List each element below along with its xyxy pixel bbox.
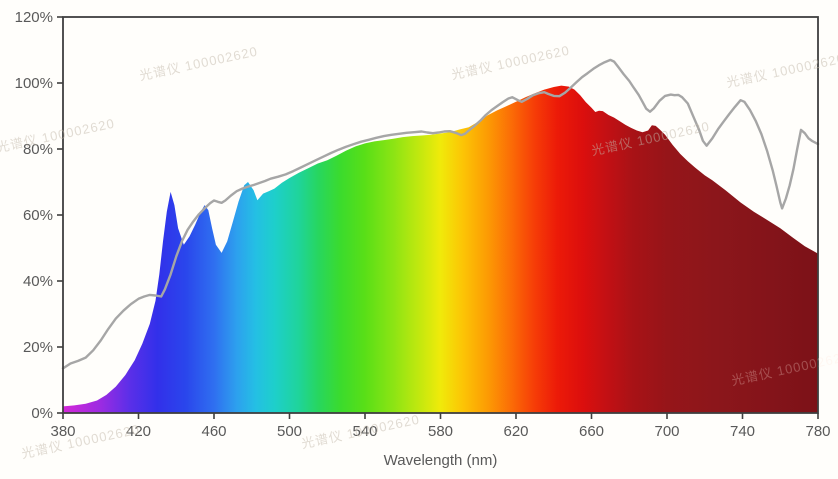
x-axis-tick-label: 460 [201,423,226,440]
y-axis-tick-label: 60% [23,207,53,224]
x-axis-tick-label: 540 [352,423,377,440]
x-axis-tick-label: 380 [50,423,75,440]
x-axis-tick-label: 660 [579,423,604,440]
x-axis-tick-label: 420 [126,423,151,440]
y-axis-tick-label: 100% [15,75,53,92]
x-axis-tick-label: 500 [277,423,302,440]
y-axis-tick-label: 120% [15,9,53,26]
y-axis-tick-label: 40% [23,273,53,290]
y-axis-tick-label: 0% [31,405,53,422]
reference-line-series [61,58,820,370]
x-axis-tick-label: 620 [503,423,528,440]
x-axis-tick-label: 780 [805,423,830,440]
spectrum-area-series [63,85,818,413]
x-axis-tick-label: 580 [428,423,453,440]
y-axis-tick-label: 20% [23,339,53,356]
x-axis-tick-label: 700 [654,423,679,440]
x-axis-title: Wavelength (nm) [383,452,498,469]
y-axis-tick-label: 80% [23,141,53,158]
x-axis-tick-label: 740 [730,423,755,440]
